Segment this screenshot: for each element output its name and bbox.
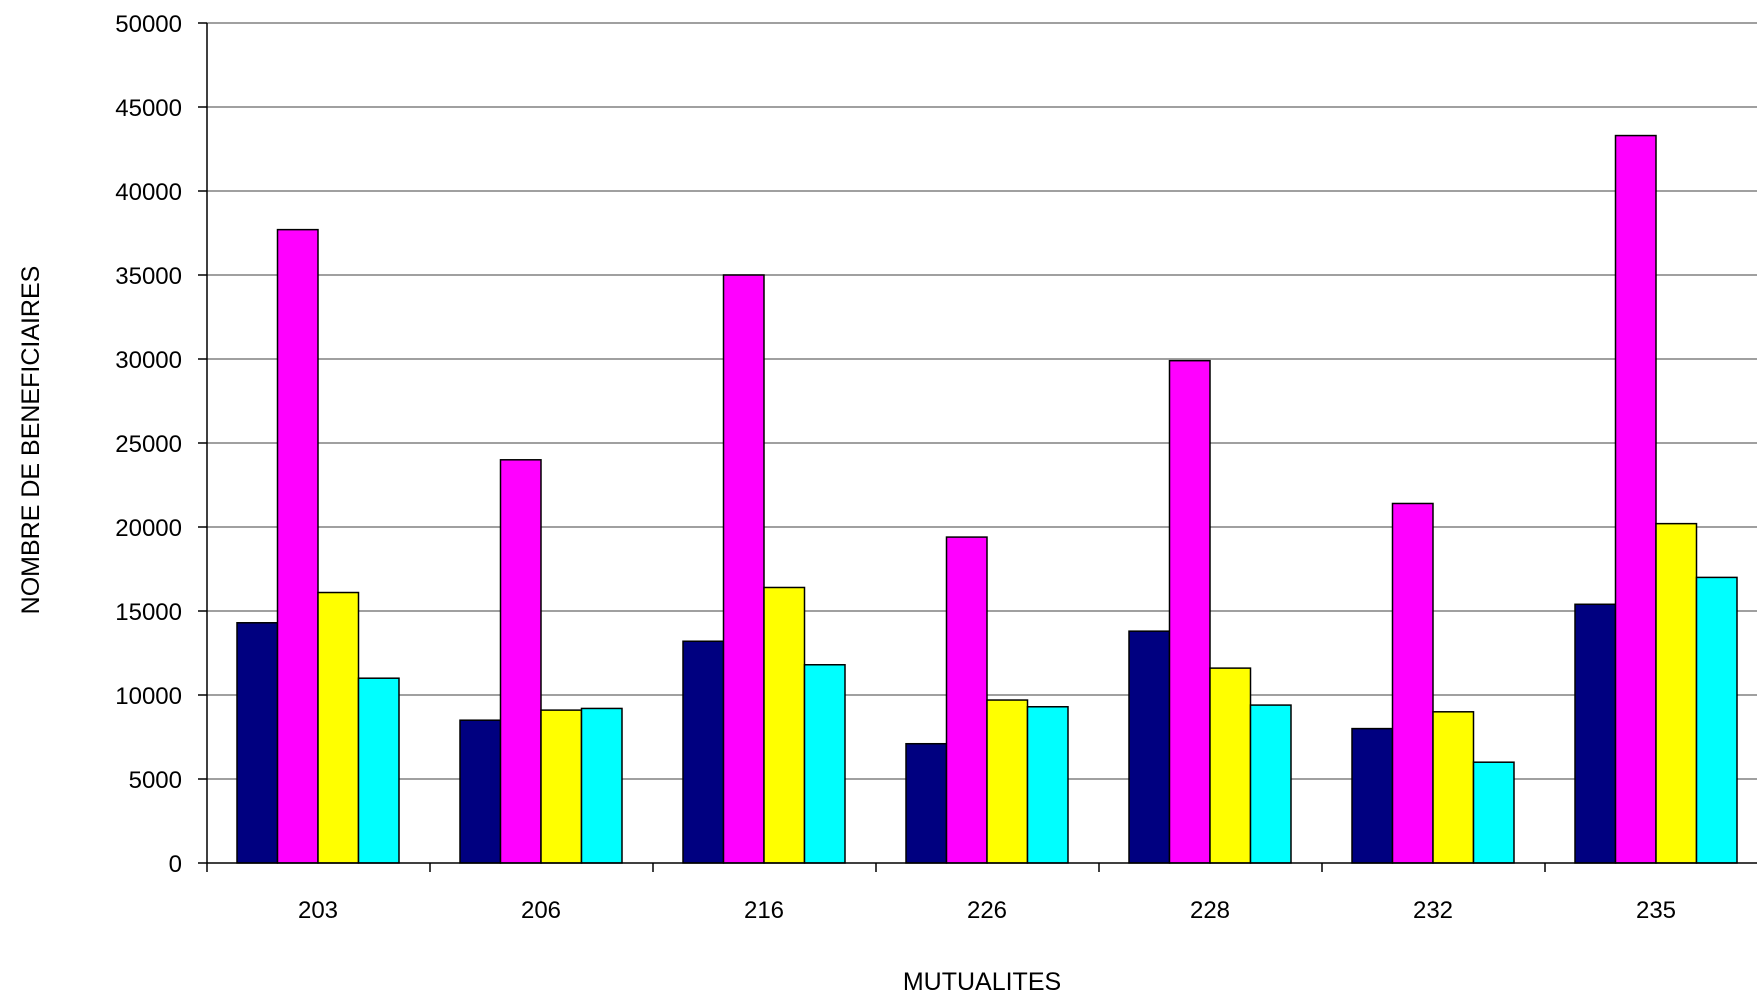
y-tick-label: 35000: [115, 263, 182, 290]
bar-206-series-3: [540, 709, 583, 864]
bar-206-series-1: [459, 719, 502, 864]
bar-235-series-1: [1574, 603, 1617, 864]
x-tick-label: 226: [967, 897, 1007, 924]
axes: [198, 22, 1757, 872]
y-tick-label: 20000: [115, 515, 182, 542]
bar-206-series-4: [580, 707, 623, 864]
gridlines: [207, 22, 1757, 780]
bar-203-series-4: [357, 677, 400, 864]
bar-235-series-4: [1695, 576, 1738, 864]
bar-232-series-4: [1472, 761, 1515, 864]
bar-228-series-4: [1249, 704, 1292, 864]
bar-235-series-2: [1614, 134, 1657, 864]
bar-203-series-1: [236, 622, 279, 864]
x-tick-label: 228: [1190, 897, 1230, 924]
bar-203-series-3: [317, 591, 360, 864]
y-tick-label: 50000: [115, 11, 182, 38]
bar-203-series-2: [276, 228, 319, 864]
bar-226-series-3: [986, 699, 1029, 864]
x-tick-label: 206: [521, 897, 561, 924]
y-tick-label: 15000: [115, 599, 182, 626]
bars: [236, 134, 1738, 864]
bar-216-series-2: [722, 274, 765, 864]
x-tick-label: 203: [298, 897, 338, 924]
bar-216-series-1: [682, 640, 725, 864]
bar-232-series-3: [1432, 711, 1475, 864]
bar-228-series-3: [1209, 667, 1252, 864]
y-axis-title: NOMBRE DE BENEFICIAIRES: [17, 266, 45, 615]
bar-232-series-1: [1351, 727, 1394, 864]
bar-235-series-3: [1655, 522, 1698, 864]
x-tick-label: 232: [1413, 897, 1453, 924]
x-tick-label: 235: [1636, 897, 1676, 924]
x-axis-title: MUTUALITES: [903, 968, 1061, 996]
y-tick-label: 0: [169, 851, 182, 878]
bar-226-series-2: [945, 536, 988, 864]
y-tick-label: 10000: [115, 683, 182, 710]
bar-206-series-2: [499, 459, 542, 864]
bar-228-series-2: [1168, 359, 1211, 864]
bar-232-series-2: [1391, 502, 1434, 864]
bar-226-series-1: [905, 742, 948, 864]
bar-216-series-4: [803, 664, 846, 864]
y-tick-label: 5000: [129, 767, 182, 794]
bar-228-series-1: [1128, 630, 1171, 864]
y-tick-label: 25000: [115, 431, 182, 458]
tick-labels: 0 5000 10000 15000 20000 25000 30000 35000 40000…: [115, 11, 1676, 924]
y-tick-label: 45000: [115, 95, 182, 122]
bar-226-series-4: [1026, 706, 1069, 864]
y-tick-label: 30000: [115, 347, 182, 374]
x-tick-label: 216: [744, 897, 784, 924]
bar-216-series-3: [763, 586, 806, 864]
y-tick-label: 40000: [115, 179, 182, 206]
